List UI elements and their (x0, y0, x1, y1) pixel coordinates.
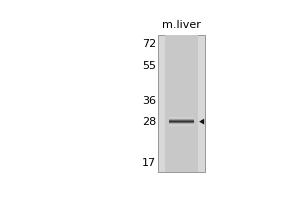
FancyBboxPatch shape (169, 122, 194, 123)
FancyBboxPatch shape (169, 124, 194, 125)
Polygon shape (199, 119, 204, 125)
FancyBboxPatch shape (169, 117, 194, 118)
Text: 36: 36 (142, 96, 156, 106)
FancyBboxPatch shape (158, 35, 205, 172)
Text: 17: 17 (142, 158, 156, 168)
Text: 28: 28 (142, 117, 156, 127)
FancyBboxPatch shape (169, 120, 194, 121)
FancyBboxPatch shape (169, 121, 194, 122)
Text: 72: 72 (142, 39, 156, 49)
FancyBboxPatch shape (169, 119, 194, 120)
Text: 55: 55 (142, 61, 156, 71)
FancyBboxPatch shape (169, 117, 194, 118)
FancyBboxPatch shape (169, 120, 194, 121)
FancyBboxPatch shape (169, 118, 194, 119)
FancyBboxPatch shape (165, 35, 198, 172)
FancyBboxPatch shape (169, 125, 194, 126)
FancyBboxPatch shape (169, 123, 194, 124)
FancyBboxPatch shape (169, 122, 194, 123)
FancyBboxPatch shape (169, 118, 194, 119)
Text: m.liver: m.liver (162, 20, 201, 30)
FancyBboxPatch shape (169, 124, 194, 125)
